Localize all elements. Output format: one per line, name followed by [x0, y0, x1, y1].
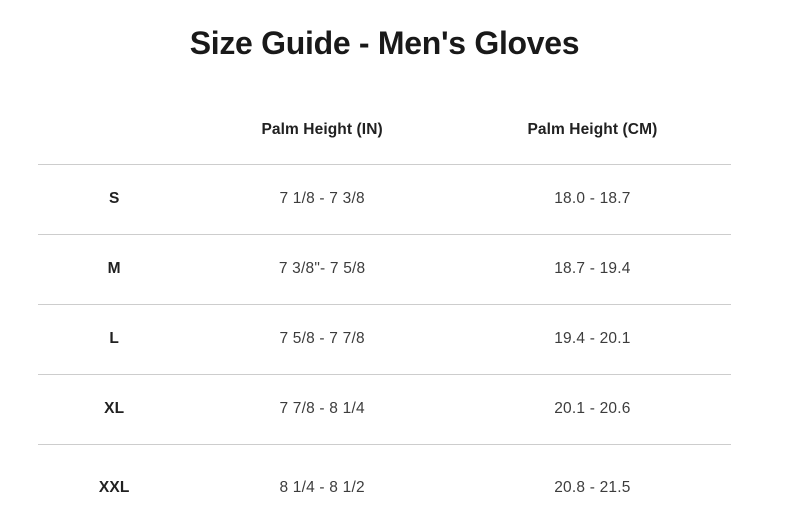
table-row-xl: XL 7 7/8 - 8 1/4 20.1 - 20.6	[38, 374, 731, 445]
table-row-m: M 7 3/8"- 7 5/8 18.7 - 19.4	[38, 234, 731, 305]
table-row-s: S 7 1/8 - 7 3/8 18.0 - 18.7	[38, 164, 731, 235]
palm-height-cm-cell: 18.7 - 19.4	[453, 234, 731, 305]
palm-height-in-cell: 7 5/8 - 7 7/8	[190, 304, 454, 375]
size-cell: XL	[38, 374, 191, 445]
table-header-row: Palm Height (IN) Palm Height (CM)	[38, 96, 731, 165]
table-row-xxl: XXL 8 1/4 - 8 1/2 20.8 - 21.5	[38, 444, 731, 531]
palm-height-cm-cell: 20.1 - 20.6	[453, 374, 731, 445]
column-header-palm-height-in: Palm Height (IN)	[190, 96, 454, 165]
column-header-palm-height-cm: Palm Height (CM)	[453, 96, 731, 165]
size-cell: M	[38, 234, 191, 305]
page-title: Size Guide - Men's Gloves	[189, 25, 580, 61]
palm-height-in-cell: 7 3/8"- 7 5/8	[190, 234, 454, 305]
palm-height-in-cell: 7 1/8 - 7 3/8	[190, 164, 454, 235]
size-cell: S	[38, 164, 191, 235]
palm-height-cm-cell: 18.0 - 18.7	[453, 164, 731, 235]
size-cell: XXL	[98, 478, 130, 496]
palm-height-cm-cell: 20.8 - 21.5	[554, 478, 631, 496]
size-guide-content: Size Guide - Men's Gloves Palm Height (I…	[38, 24, 731, 531]
table-row-l: L 7 5/8 - 7 7/8 19.4 - 20.1	[38, 304, 731, 375]
size-cell: L	[38, 304, 191, 375]
palm-height-in-cell: 7 7/8 - 8 1/4	[190, 374, 454, 445]
column-header-size	[38, 96, 191, 165]
palm-height-in-cell: 8 1/4 - 8 1/2	[279, 478, 365, 496]
palm-height-cm-cell: 19.4 - 20.1	[453, 304, 731, 375]
size-table: Palm Height (IN) Palm Height (CM) S 7 1/…	[38, 96, 731, 531]
